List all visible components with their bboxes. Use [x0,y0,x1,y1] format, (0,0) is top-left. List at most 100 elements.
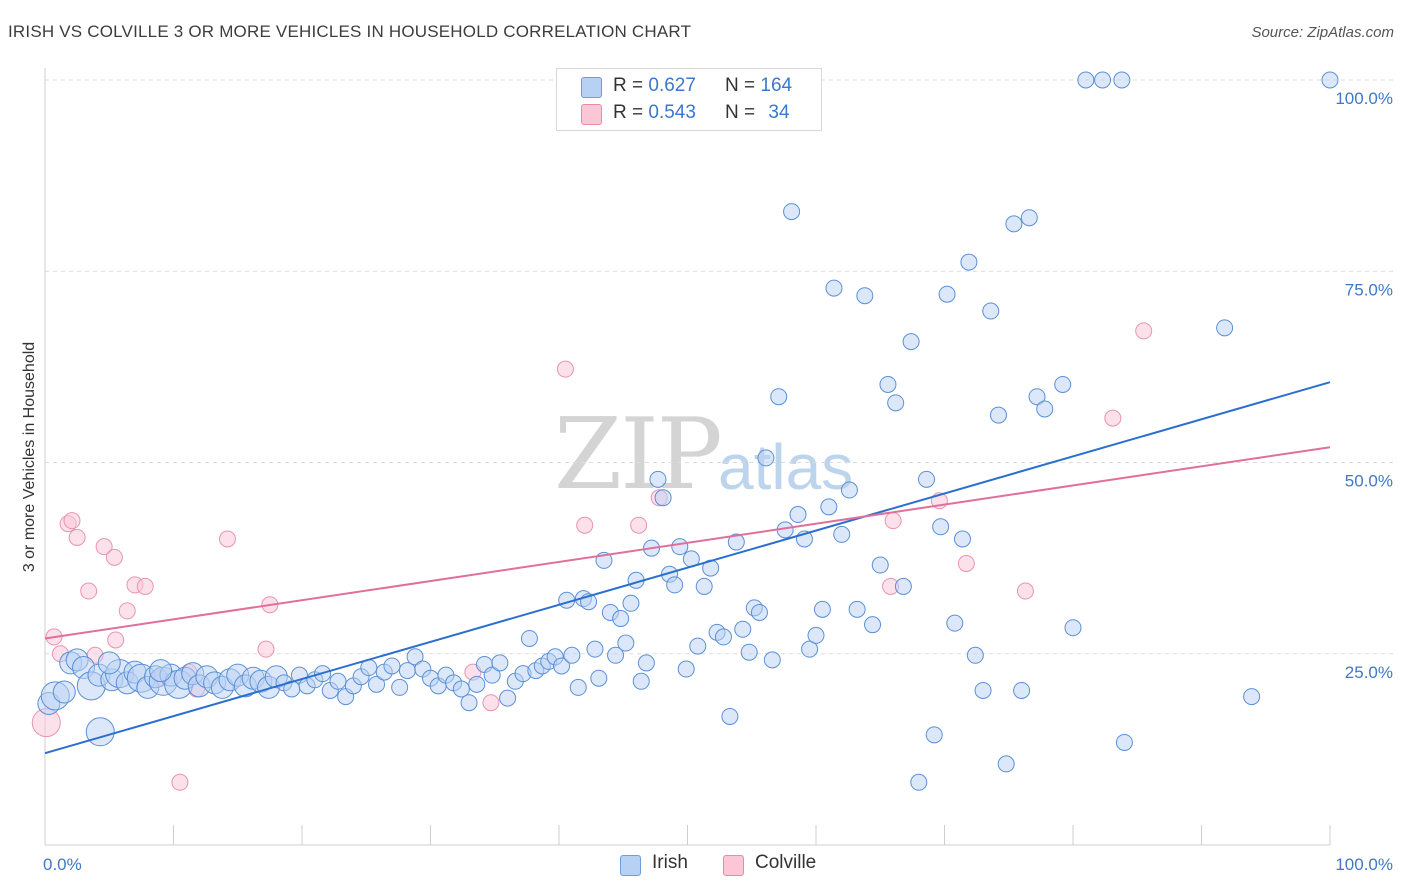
irish-point [391,678,409,696]
irish-point [1036,400,1054,418]
legend-n-value: 164 [760,75,793,96]
irish-point [989,406,1007,424]
legend-n-label: N = [725,75,756,96]
colville-point [630,516,648,534]
chart-title: IRISH VS COLVILLE 3 OR MORE VEHICLES IN … [8,22,692,41]
irish-point [491,654,509,672]
irish-point [918,470,936,488]
irish-point [689,637,707,655]
colville-point [576,516,594,534]
colville-point [884,512,902,530]
irish-point [757,449,775,467]
irish-point [1020,209,1038,227]
irish-point [974,681,992,699]
irish-point [406,648,424,666]
legend-r-value: 0.627 [648,75,696,96]
irish-point [1077,71,1095,89]
colville-point [95,538,113,556]
irish-point [553,657,571,675]
irish-point [1216,319,1234,337]
legend-r-value: 0.543 [648,102,696,123]
irish-point [938,285,956,303]
colville-point [482,694,500,712]
y-tick-label: 75.0% [1345,280,1393,299]
legend-n-irish: N = 164 [725,75,792,97]
irish-point [499,689,517,707]
irish-point [887,394,905,412]
irish-point [612,610,630,628]
irish-point [848,600,866,618]
irish-point [925,726,943,744]
irish-point [1243,688,1261,706]
irish-trend-line [44,381,1331,755]
irish-point [149,659,173,683]
irish-point [607,646,625,664]
irish-point [727,533,745,551]
irish-point [807,626,825,644]
irish-point [677,660,695,678]
irish-point [840,481,858,499]
irish-point [563,646,581,664]
irish-point [960,253,978,271]
y-tick-label: 50.0% [1345,472,1393,491]
irish-point [770,388,788,406]
irish-point [982,302,1000,320]
irish-point [864,616,882,634]
irish-point [649,470,667,488]
irish-point [820,498,838,516]
irish-point [622,594,640,612]
irish-point [871,556,889,574]
irish-point [329,672,347,690]
irish-point [879,375,897,393]
irish-point [789,506,807,524]
irish-point [750,603,768,621]
colville-point [1104,409,1122,427]
colville-point [171,773,189,791]
watermark-zip: ZIP [554,398,723,512]
x-tick-label: 0.0% [43,855,82,874]
colville-point [63,512,81,530]
irish-point [763,651,781,669]
colville-point [68,528,86,546]
irish-point [666,576,684,594]
colville-point [957,554,975,572]
bottom-legend-label-colville: Colville [755,852,817,873]
irish-point [654,489,672,507]
irish-point [1054,375,1072,393]
irish-point [833,525,851,543]
irish-point [1005,215,1023,233]
legend-r-irish: R = 0.627 [613,75,696,97]
irish-point [1094,71,1112,89]
x-tick-label: 100.0% [1335,855,1393,874]
bottom-legend-label-irish: Irish [652,852,688,873]
legend-n-colville: N = 34 [725,102,790,124]
watermark-atlas: atlas [718,431,854,503]
irish-point [368,675,386,693]
irish-point [783,203,801,221]
irish-point [1064,619,1082,637]
irish-point [1321,71,1339,89]
irish-point [966,646,984,664]
bottom-legend-swatch-colville [723,855,744,876]
legend-r-colville: R = 0.543 [613,102,696,124]
y-tick-label: 25.0% [1345,663,1393,682]
irish-point [894,577,912,595]
colville-trend-line [44,446,1331,640]
colville-point [218,530,236,548]
irish-point [586,640,604,658]
source-credit: Source: ZipAtlas.com [1251,24,1394,41]
irish-point [902,333,920,351]
colville-point [105,548,123,566]
irish-point [632,672,650,690]
irish-point [1013,681,1031,699]
irish-point [590,669,608,687]
colville-point [1016,582,1034,600]
legend-n-label: N = [725,102,756,123]
irish-point [714,628,732,646]
irish-point [1113,71,1131,89]
legend-n-value: 34 [768,102,790,123]
irish-point [813,600,831,618]
legend-r-label: R = [613,102,644,123]
irish-point [932,518,950,536]
irish-point [483,666,501,684]
